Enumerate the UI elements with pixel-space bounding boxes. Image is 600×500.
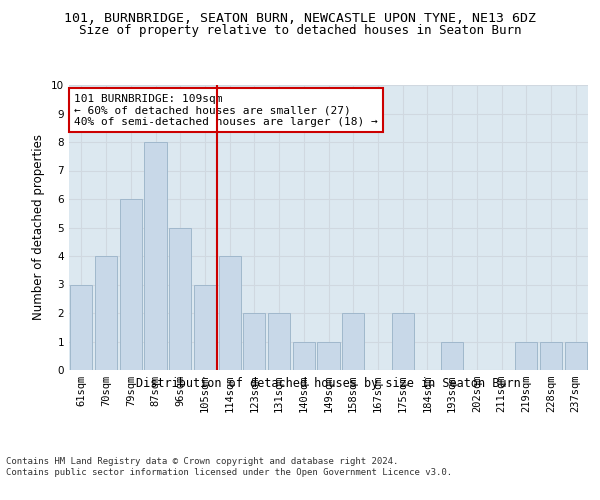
Bar: [540, 342, 562, 370]
Bar: [218, 256, 241, 370]
Bar: [565, 342, 587, 370]
Bar: [194, 284, 216, 370]
Text: Size of property relative to detached houses in Seaton Burn: Size of property relative to detached ho…: [79, 24, 521, 37]
Bar: [392, 313, 414, 370]
Bar: [169, 228, 191, 370]
Text: 101, BURNBRIDGE, SEATON BURN, NEWCASTLE UPON TYNE, NE13 6DZ: 101, BURNBRIDGE, SEATON BURN, NEWCASTLE …: [64, 12, 536, 26]
Bar: [317, 342, 340, 370]
Bar: [243, 313, 265, 370]
Bar: [268, 313, 290, 370]
Bar: [441, 342, 463, 370]
Text: Contains HM Land Registry data © Crown copyright and database right 2024.
Contai: Contains HM Land Registry data © Crown c…: [6, 458, 452, 477]
Text: Distribution of detached houses by size in Seaton Burn: Distribution of detached houses by size …: [136, 378, 521, 390]
Bar: [119, 199, 142, 370]
Bar: [515, 342, 538, 370]
Bar: [293, 342, 315, 370]
Bar: [145, 142, 167, 370]
Bar: [70, 284, 92, 370]
Bar: [95, 256, 117, 370]
Bar: [342, 313, 364, 370]
Y-axis label: Number of detached properties: Number of detached properties: [32, 134, 46, 320]
Text: 101 BURNBRIDGE: 109sqm
← 60% of detached houses are smaller (27)
40% of semi-det: 101 BURNBRIDGE: 109sqm ← 60% of detached…: [74, 94, 378, 126]
